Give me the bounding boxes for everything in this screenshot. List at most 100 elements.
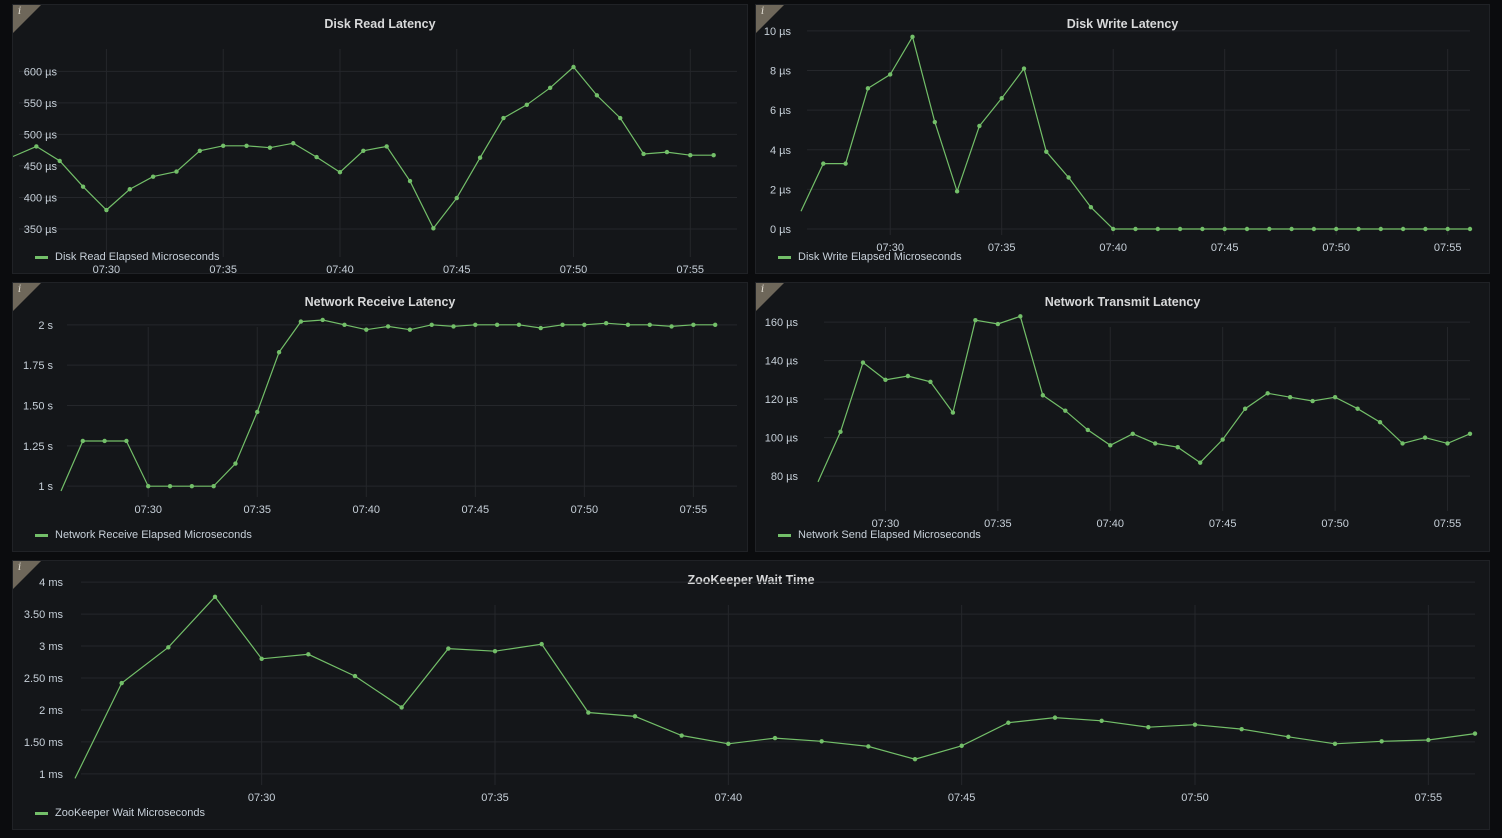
data-point xyxy=(429,322,434,328)
data-point xyxy=(910,34,915,40)
data-point xyxy=(1426,737,1431,743)
legend[interactable]: Network Receive Elapsed Microseconds xyxy=(35,529,252,541)
data-point xyxy=(220,143,226,148)
data-point xyxy=(1130,431,1135,436)
info-corner[interactable] xyxy=(13,561,41,589)
y-tick-label: 2 ms xyxy=(39,705,63,717)
data-point xyxy=(1467,431,1473,436)
data-point xyxy=(259,656,264,662)
panel-title[interactable]: Network Receive Latency xyxy=(304,295,456,309)
data-point xyxy=(167,483,173,489)
data-point xyxy=(912,756,918,762)
panel-disk-write-latency: i Disk Write Latency 10 µs 8 µs 6 µs 4 µs 2 … xyxy=(755,4,1490,274)
data-point xyxy=(524,102,530,108)
panel-title[interactable]: Disk Write Latency xyxy=(1066,17,1179,31)
data-point xyxy=(679,733,684,738)
data-point xyxy=(1153,441,1158,446)
data-point xyxy=(1099,718,1104,724)
y-tick-label: 0 µs xyxy=(770,224,792,236)
panel-title[interactable]: Disk Read Latency xyxy=(324,17,436,31)
chart-disk-read-latency: 600 µs 550 µs 500 µs 450 µs 400 µs 350 µs 07:3… xyxy=(13,49,737,274)
info-corner[interactable] xyxy=(756,283,784,311)
data-point xyxy=(664,149,670,155)
data-point xyxy=(1155,226,1160,232)
data-point xyxy=(102,438,107,444)
x-tick-label: 07:35 xyxy=(984,518,1012,530)
data-point xyxy=(1472,731,1478,736)
legend-label[interactable]: Disk Read Elapsed Microseconds xyxy=(55,251,220,263)
x-tick-label: 07:35 xyxy=(988,242,1016,254)
data-point xyxy=(189,483,195,489)
data-point xyxy=(1310,398,1315,404)
x-tick-label: 07:30 xyxy=(872,518,900,530)
data-point xyxy=(342,322,347,328)
data-point xyxy=(1265,391,1270,396)
legend-label[interactable]: Disk Write Elapsed Microseconds xyxy=(798,251,962,263)
info-icon[interactable]: i xyxy=(18,6,22,17)
data-point xyxy=(1146,725,1151,730)
x-tick-label: 07:50 xyxy=(571,504,599,516)
data-point xyxy=(973,317,978,323)
info-icon[interactable]: i xyxy=(761,284,765,295)
data-point xyxy=(860,360,866,365)
data-point xyxy=(1244,226,1250,232)
data-point xyxy=(538,325,543,331)
data-point xyxy=(1377,420,1383,425)
data-point xyxy=(883,377,888,383)
data-point xyxy=(950,410,956,415)
x-tick-label: 07:45 xyxy=(1209,518,1237,530)
data-point xyxy=(1332,394,1338,400)
x-tick-label: 07:55 xyxy=(1434,518,1462,530)
y-tick-label: 3 ms xyxy=(39,641,63,653)
series-line xyxy=(74,595,1476,779)
data-point xyxy=(772,735,778,741)
chart-zookeeper-wait-time: 4 ms 3.50 ms 3 ms 2.50 ms 2 ms 1.50 ms 1 ms 07:… xyxy=(24,577,1478,804)
info-icon[interactable]: i xyxy=(18,562,22,573)
info-corner[interactable] xyxy=(756,5,784,33)
data-point xyxy=(314,154,319,160)
data-point xyxy=(337,170,343,175)
legend-swatch xyxy=(778,255,791,259)
legend[interactable]: ZooKeeper Wait Microseconds xyxy=(35,807,205,819)
x-tick-label: 07:30 xyxy=(876,242,904,254)
x-tick-label: 07:50 xyxy=(1181,792,1209,804)
y-tick-label: 600 µs xyxy=(24,66,58,78)
y-tick-label: 500 µs xyxy=(24,129,58,141)
info-corner[interactable] xyxy=(13,5,41,33)
panel-title[interactable]: Network Transmit Latency xyxy=(1044,295,1201,309)
legend-label[interactable]: Network Receive Elapsed Microseconds xyxy=(55,529,252,541)
x-tick-label: 07:45 xyxy=(443,264,471,274)
legend[interactable]: Disk Write Elapsed Microseconds xyxy=(778,251,962,263)
data-point xyxy=(212,594,218,600)
y-tick-label: 120 µs xyxy=(765,394,799,406)
data-point xyxy=(1379,739,1384,744)
x-tick-label: 07:45 xyxy=(1211,242,1239,254)
data-point xyxy=(928,379,933,384)
x-tick-label: 07:35 xyxy=(209,264,237,274)
info-icon[interactable]: i xyxy=(18,284,22,295)
info-corner[interactable] xyxy=(13,283,41,311)
x-tick-label: 07:35 xyxy=(481,792,509,804)
y-tick-label: 4 ms xyxy=(39,577,63,589)
info-icon[interactable]: i xyxy=(761,6,765,17)
data-point xyxy=(594,93,600,98)
data-point xyxy=(691,322,696,328)
data-point xyxy=(688,153,693,158)
panel-title[interactable]: ZooKeeper Wait Time xyxy=(687,573,815,587)
data-point xyxy=(454,195,459,201)
data-point xyxy=(625,322,631,328)
legend-label[interactable]: ZooKeeper Wait Microseconds xyxy=(55,807,205,819)
data-point xyxy=(603,321,609,326)
legend[interactable]: Disk Read Elapsed Microseconds xyxy=(35,251,219,263)
data-point xyxy=(1220,437,1225,442)
legend[interactable]: Network Send Elapsed Microseconds xyxy=(778,529,981,541)
data-point xyxy=(267,145,273,150)
series-line xyxy=(817,315,1471,483)
legend-label[interactable]: Network Send Elapsed Microseconds xyxy=(798,529,981,541)
data-point xyxy=(641,151,646,157)
y-tick-label: 450 µs xyxy=(24,161,58,173)
data-point xyxy=(905,373,911,379)
y-tick-label: 3.50 ms xyxy=(24,609,64,621)
x-tick-label: 07:30 xyxy=(134,504,162,516)
data-point xyxy=(1242,406,1248,411)
